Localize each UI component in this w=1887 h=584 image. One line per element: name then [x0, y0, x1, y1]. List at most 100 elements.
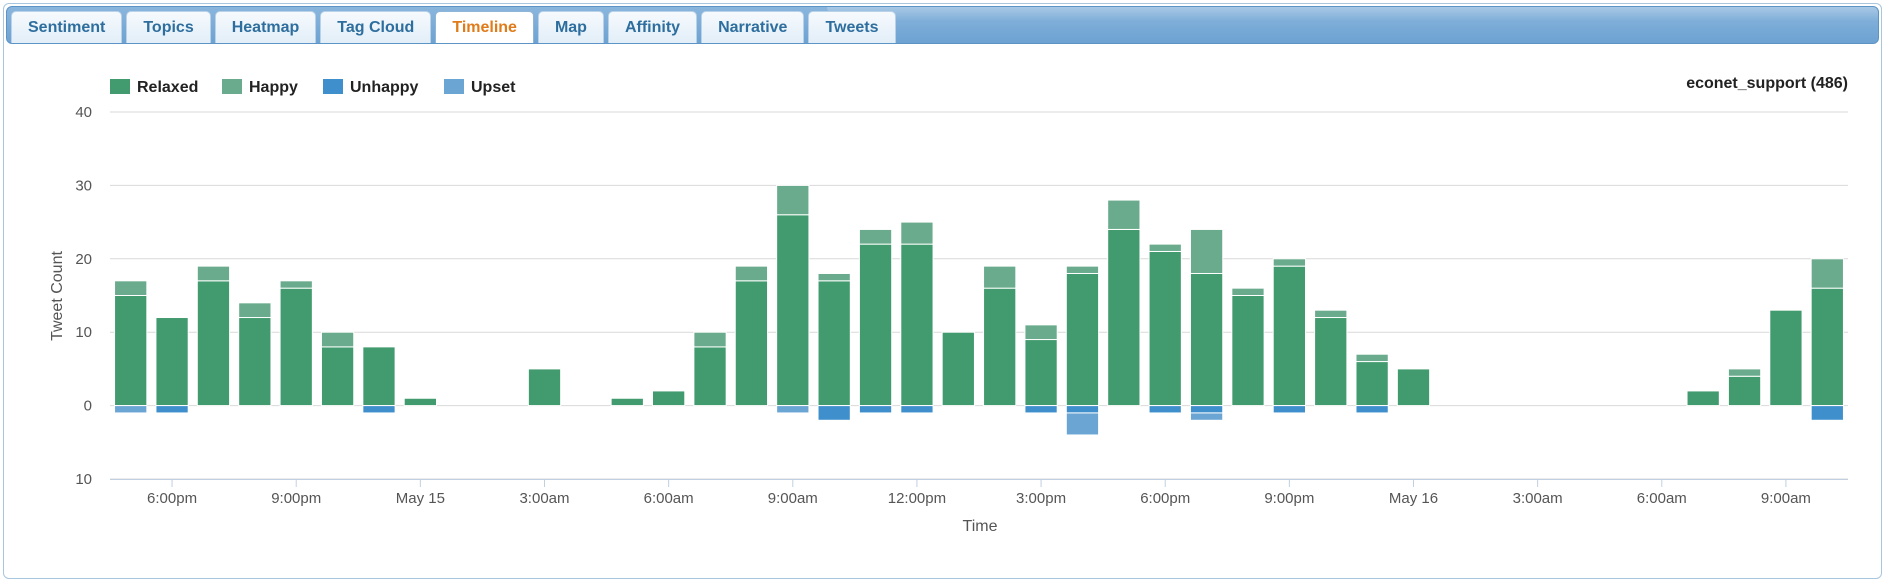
tab-narrative[interactable]: Narrative	[701, 11, 805, 43]
bar-unhappy[interactable]	[1189, 405, 1224, 414]
bar-unhappy[interactable]	[1024, 405, 1058, 414]
chart-legend: Relaxed Happy Unhappy Upset	[110, 79, 516, 96]
bar-upset[interactable]	[1189, 412, 1224, 421]
bar-happy[interactable]	[817, 272, 851, 282]
bar-relaxed[interactable]	[1107, 228, 1141, 407]
bar-happy[interactable]	[1810, 258, 1844, 289]
bar-happy[interactable]	[1727, 368, 1762, 377]
bar-unhappy[interactable]	[1148, 405, 1182, 414]
tab-topics[interactable]: Topics	[126, 11, 211, 43]
bar-unhappy[interactable]	[817, 405, 851, 421]
tab-timeline[interactable]: Timeline	[435, 11, 534, 43]
bar-unhappy[interactable]	[1355, 405, 1389, 414]
bar-happy[interactable]	[1024, 324, 1058, 341]
bar-happy[interactable]	[1148, 243, 1182, 252]
x-tick-label: 6:00pm	[1140, 490, 1190, 507]
bar-happy[interactable]	[734, 265, 769, 282]
bar-happy[interactable]	[114, 280, 148, 297]
legend-label-unhappy: Unhappy	[350, 79, 419, 96]
bar-happy[interactable]	[1189, 228, 1224, 274]
bar-relaxed[interactable]	[1272, 265, 1306, 407]
bar-happy[interactable]	[776, 184, 810, 216]
bar-relaxed[interactable]	[1148, 250, 1182, 407]
bar-happy[interactable]	[1107, 199, 1141, 230]
bar-relaxed[interactable]	[1065, 272, 1100, 407]
legend-swatch-unhappy	[323, 79, 343, 94]
x-tick-label: 6:00am	[1637, 490, 1687, 507]
bar-happy[interactable]	[983, 265, 1017, 289]
bar-unhappy[interactable]	[155, 405, 189, 414]
bar-relaxed[interactable]	[155, 317, 189, 407]
bar-unhappy[interactable]	[858, 405, 893, 414]
bar-happy[interactable]	[320, 331, 355, 348]
x-axis: 6:00pm 9:00pm May 15 3:00am 6:00am 9:00am 12:0…	[110, 479, 1848, 507]
bar-happy[interactable]	[1314, 309, 1348, 319]
tab-map[interactable]: Map	[537, 11, 604, 43]
bar-happy[interactable]	[900, 221, 934, 245]
legend-swatch-upset	[444, 79, 464, 94]
bar-relaxed[interactable]	[1355, 361, 1389, 407]
tab-tweets[interactable]: Tweets	[808, 11, 896, 43]
bar-relaxed[interactable]	[817, 280, 851, 407]
bar-relaxed[interactable]	[776, 214, 810, 407]
legend-label-happy: Happy	[249, 79, 298, 96]
tab-affinity[interactable]: Affinity	[607, 11, 698, 43]
bar-relaxed[interactable]	[1231, 295, 1265, 407]
bar-unhappy[interactable]	[1810, 405, 1844, 421]
bar-relaxed[interactable]	[693, 346, 727, 407]
bar-happy[interactable]	[196, 265, 231, 282]
bar-relaxed[interactable]	[858, 243, 893, 407]
bar-unhappy[interactable]	[900, 405, 934, 414]
bar-relaxed[interactable]	[403, 397, 437, 407]
bar-happy[interactable]	[693, 331, 727, 348]
bar-relaxed[interactable]	[279, 287, 313, 407]
bar-happy[interactable]	[1355, 353, 1389, 363]
bar-happy[interactable]	[858, 228, 893, 245]
x-tick-label: May 15	[396, 490, 445, 507]
bar-relaxed[interactable]	[114, 295, 148, 407]
y-axis: 40 30 20 10 0 10	[75, 104, 92, 488]
x-tick-label: 6:00pm	[147, 490, 197, 507]
tab-sentiment[interactable]: Sentiment	[11, 11, 123, 43]
bar-upset[interactable]	[114, 405, 148, 414]
tab-tag-cloud[interactable]: Tag Cloud	[320, 11, 432, 43]
bar-relaxed[interactable]	[320, 346, 355, 407]
bar-relaxed[interactable]	[1314, 317, 1348, 407]
bar-relaxed[interactable]	[238, 317, 272, 407]
bar-unhappy[interactable]	[1065, 405, 1100, 414]
bar-relaxed[interactable]	[734, 280, 769, 407]
bar-relaxed[interactable]	[527, 368, 562, 407]
bar-relaxed[interactable]	[1189, 272, 1224, 407]
bar-relaxed[interactable]	[1024, 339, 1058, 407]
bar-relaxed[interactable]	[1396, 368, 1431, 407]
bar-happy[interactable]	[1231, 287, 1265, 297]
bar-relaxed[interactable]	[900, 243, 934, 407]
bar-relaxed[interactable]	[1810, 287, 1844, 407]
tab-heatmap[interactable]: Heatmap	[214, 11, 317, 43]
x-tick-label: 12:00pm	[888, 490, 946, 507]
bar-relaxed[interactable]	[1727, 375, 1762, 407]
x-tick-label: 9:00am	[1761, 490, 1811, 507]
bar-happy[interactable]	[279, 280, 313, 289]
bar-happy[interactable]	[1272, 258, 1306, 267]
bar-happy[interactable]	[238, 302, 272, 319]
bar-upset[interactable]	[1065, 412, 1100, 436]
bar-relaxed[interactable]	[1686, 390, 1720, 407]
bar-unhappy[interactable]	[1272, 405, 1306, 414]
bar-upset[interactable]	[776, 405, 810, 414]
x-tick-label: 9:00am	[768, 490, 818, 507]
bar-relaxed[interactable]	[1769, 309, 1803, 407]
bar-relaxed[interactable]	[196, 280, 231, 407]
x-tick-label: 3:00am	[1513, 490, 1563, 507]
account-handle: econet_support (486)	[1686, 75, 1848, 92]
x-tick-label: 3:00am	[519, 490, 569, 507]
bar-happy[interactable]	[1065, 265, 1100, 274]
x-tick-label: 3:00pm	[1016, 490, 1066, 507]
bar-relaxed[interactable]	[652, 390, 686, 407]
bar-relaxed[interactable]	[983, 287, 1017, 407]
bar-unhappy[interactable]	[362, 405, 396, 414]
bar-relaxed[interactable]	[610, 397, 644, 407]
bar-relaxed[interactable]	[362, 346, 396, 407]
bar-relaxed[interactable]	[941, 331, 975, 407]
x-tick-label: 9:00pm	[1264, 490, 1314, 507]
